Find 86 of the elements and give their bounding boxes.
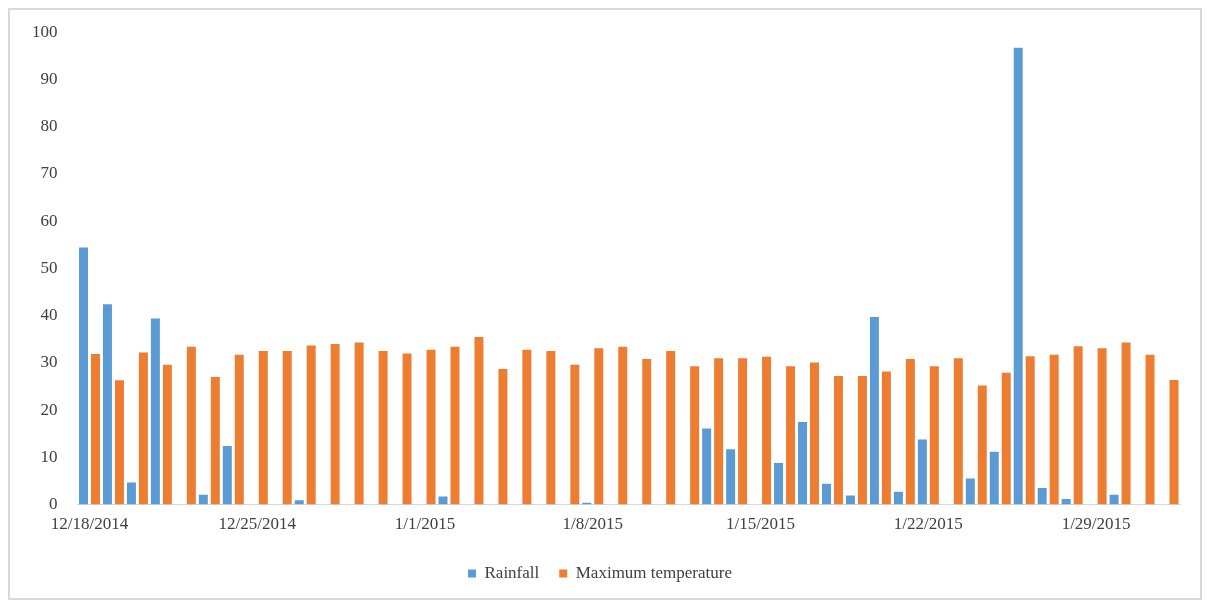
bar	[1121, 342, 1131, 505]
bar	[234, 354, 244, 505]
bar	[138, 352, 148, 505]
x-tick-label: 1/15/2015	[726, 514, 796, 534]
bar	[929, 366, 939, 505]
bar	[833, 376, 843, 505]
bar	[282, 351, 292, 505]
bar	[522, 349, 532, 505]
bar	[426, 349, 436, 505]
bar	[1049, 354, 1059, 505]
bar	[1001, 372, 1011, 505]
bar	[1145, 354, 1155, 505]
bar	[881, 371, 891, 505]
bar	[498, 369, 508, 505]
bar	[965, 478, 975, 505]
x-tick-label: 1/29/2015	[1061, 514, 1131, 534]
y-tick-label: 40	[40, 305, 58, 325]
bar	[594, 348, 604, 505]
bar	[762, 356, 772, 505]
bar	[857, 376, 867, 505]
bar	[905, 359, 915, 505]
bar	[90, 353, 100, 505]
y-tick-label: 60	[40, 210, 58, 230]
x-tick-label: 1/22/2015	[893, 514, 963, 534]
bar	[1169, 379, 1179, 505]
x-tick-label: 1/8/2015	[562, 514, 624, 534]
bar	[977, 385, 987, 505]
y-tick-label: 70	[40, 163, 58, 183]
y-tick-label: 10	[40, 446, 58, 466]
y-tick-label: 0	[49, 494, 58, 514]
bar	[953, 358, 963, 505]
bar	[546, 351, 556, 505]
x-tick-label: 12/18/2014	[50, 514, 129, 534]
bar	[714, 358, 724, 505]
bar	[162, 364, 172, 505]
bar	[79, 247, 88, 505]
y-tick-label: 100	[32, 21, 58, 41]
bar	[642, 359, 652, 505]
y-tick-label: 80	[40, 116, 58, 136]
bar	[114, 380, 124, 505]
bar	[378, 351, 388, 505]
y-tick-label: 30	[40, 352, 58, 372]
bar	[869, 317, 879, 505]
bar	[210, 377, 220, 505]
y-tick-label: 50	[40, 257, 58, 277]
bar	[917, 439, 927, 505]
bar	[774, 463, 784, 505]
bar	[893, 491, 903, 505]
bar	[810, 362, 819, 505]
bar	[450, 346, 460, 505]
bar	[821, 483, 831, 505]
bar	[1037, 488, 1047, 505]
bar	[690, 366, 700, 505]
x-tick-label: 1/1/2015	[394, 514, 456, 534]
bar	[222, 446, 232, 505]
bar	[258, 351, 268, 505]
bar	[306, 345, 316, 505]
bar	[798, 421, 808, 505]
legend-label: Rainfall	[484, 562, 540, 582]
bar	[1013, 47, 1023, 505]
bar	[126, 482, 136, 505]
bar	[738, 358, 748, 505]
bar	[1025, 356, 1035, 505]
y-tick-label: 20	[40, 399, 58, 419]
bar	[294, 500, 304, 505]
legend-label: Maximum temperature	[575, 562, 733, 582]
bar	[330, 343, 340, 505]
bar	[570, 364, 580, 505]
bar	[1109, 494, 1119, 505]
bar	[1073, 346, 1083, 505]
bar	[186, 346, 196, 505]
bar	[618, 346, 628, 505]
bar	[354, 342, 364, 505]
bar	[666, 351, 676, 505]
y-tick-label: 90	[40, 68, 58, 88]
bar	[702, 428, 712, 505]
x-tick-label: 12/25/2014	[218, 514, 297, 534]
bar	[989, 451, 999, 505]
bar	[198, 494, 208, 505]
bar	[102, 304, 112, 505]
bar	[726, 449, 736, 505]
bar	[786, 366, 796, 505]
bar	[150, 318, 160, 505]
bar	[1097, 348, 1107, 505]
bar	[474, 336, 484, 505]
bar	[402, 353, 412, 505]
